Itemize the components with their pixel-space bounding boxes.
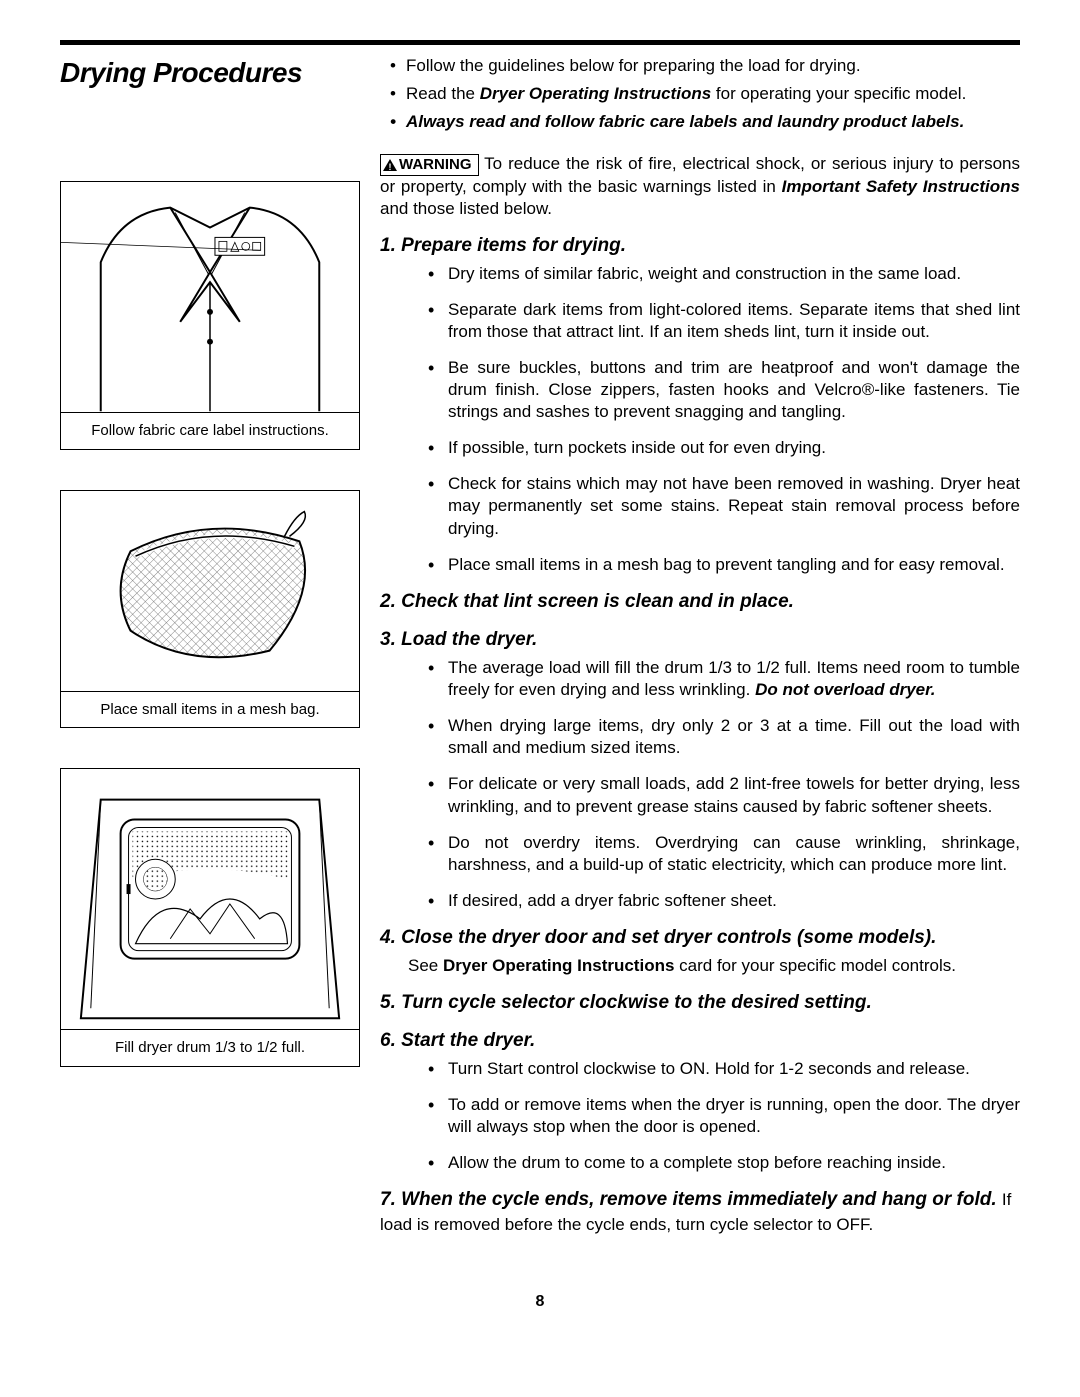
step-7-heading-text: 7. When the cycle ends, remove items imm…	[380, 1189, 997, 1210]
warning-label: WARNING	[399, 156, 472, 173]
figure-mesh-bag: Place small items in a mesh bag.	[60, 490, 360, 729]
left-column: Drying Procedures	[60, 55, 360, 1242]
page-number: 8	[60, 1292, 1020, 1313]
step-4-note-pre: See	[408, 956, 443, 975]
step-1-item-f: Place small items in a mesh bag to preve…	[428, 554, 1020, 576]
warning-post: and those listed below.	[380, 199, 552, 218]
step-2-heading: 2. Check that lint screen is clean and i…	[380, 590, 1020, 615]
step-6-item-c: Allow the drum to come to a complete sto…	[428, 1152, 1020, 1174]
figure-dryer-drum-caption: Fill dryer drum 1/3 to 1/2 full.	[61, 1029, 359, 1066]
intro-bullet-1: Follow the guidelines below for preparin…	[390, 55, 1020, 77]
intro-bullet-3: Always read and follow fabric care label…	[390, 111, 1020, 133]
intro-b2-post: for operating your specific model.	[711, 84, 966, 103]
step-3-heading: 3. Load the dryer.	[380, 628, 1020, 653]
step-4-note-bold: Dryer Operating Instructions	[443, 956, 674, 975]
step-1-item-e: Check for stains which may not have been…	[428, 473, 1020, 539]
step-3-item-b: When drying large items, dry only 2 or 3…	[428, 715, 1020, 759]
step-3-item-a: The average load will fill the drum 1/3 …	[428, 657, 1020, 701]
intro-b2-pre: Read the	[406, 84, 480, 103]
step-1-item-b: Separate dark items from light-colored i…	[428, 299, 1020, 343]
page-content: Drying Procedures	[60, 55, 1020, 1242]
figure-care-label-caption: Follow fabric care label instructions.	[61, 412, 359, 449]
warning-badge: ! WARNING	[380, 154, 479, 176]
step-5-heading: 5. Turn cycle selector clockwise to the …	[380, 991, 1020, 1016]
step-4-heading: 4. Close the dryer door and set dryer co…	[380, 926, 1020, 951]
figure-mesh-bag-caption: Place small items in a mesh bag.	[61, 691, 359, 728]
step-6-heading: 6. Start the dryer.	[380, 1029, 1020, 1054]
step-3-list: The average load will fill the drum 1/3 …	[380, 657, 1020, 912]
right-column: Follow the guidelines below for preparin…	[380, 55, 1020, 1242]
warning-block: ! WARNING To reduce the risk of fire, el…	[380, 153, 1020, 220]
step-1-heading: 1. Prepare items for drying.	[380, 234, 1020, 259]
step-1-item-c: Be sure buckles, buttons and trim are he…	[428, 357, 1020, 423]
step-3-item-c: For delicate or very small loads, add 2 …	[428, 773, 1020, 817]
warning-triangle-icon: !	[383, 159, 397, 171]
step-6-item-b: To add or remove items when the dryer is…	[428, 1094, 1020, 1138]
step-4-note-post: card for your specific model controls.	[674, 956, 956, 975]
step-1-item-a: Dry items of similar fabric, weight and …	[428, 263, 1020, 285]
step-3-a-bold: Do not overload dryer.	[755, 680, 935, 699]
top-rule	[60, 40, 1020, 45]
figure-dryer-drum: Fill dryer drum 1/3 to 1/2 full.	[60, 768, 360, 1067]
step-6-item-a: Turn Start control clockwise to ON. Hold…	[428, 1058, 1020, 1080]
figure-care-label-image	[61, 182, 359, 412]
intro-b2-bold: Dryer Operating Instructions	[480, 84, 711, 103]
step-3-item-e: If desired, add a dryer fabric softener …	[428, 890, 1020, 912]
figure-care-label: Follow fabric care label instructions.	[60, 181, 360, 450]
step-1-item-d: If possible, turn pockets inside out for…	[428, 437, 1020, 459]
warning-bold: Important Safety Instructions	[782, 177, 1020, 196]
step-6-list: Turn Start control clockwise to ON. Hold…	[380, 1058, 1020, 1174]
intro-bullet-2: Read the Dryer Operating Instructions fo…	[390, 83, 1020, 105]
intro-bullets: Follow the guidelines below for preparin…	[380, 55, 1020, 133]
intro-bullet-1-text: Follow the guidelines below for preparin…	[406, 56, 861, 75]
step-7-heading: 7. When the cycle ends, remove items imm…	[380, 1188, 1020, 1237]
step-3-item-d: Do not overdry items. Overdrying can cau…	[428, 832, 1020, 876]
step-1-list: Dry items of similar fabric, weight and …	[380, 263, 1020, 576]
section-title: Drying Procedures	[60, 55, 360, 91]
figure-mesh-bag-image	[61, 491, 359, 691]
svg-text:!: !	[389, 162, 392, 171]
figure-dryer-drum-image	[61, 769, 359, 1029]
step-4-note: See Dryer Operating Instructions card fo…	[380, 955, 1020, 977]
